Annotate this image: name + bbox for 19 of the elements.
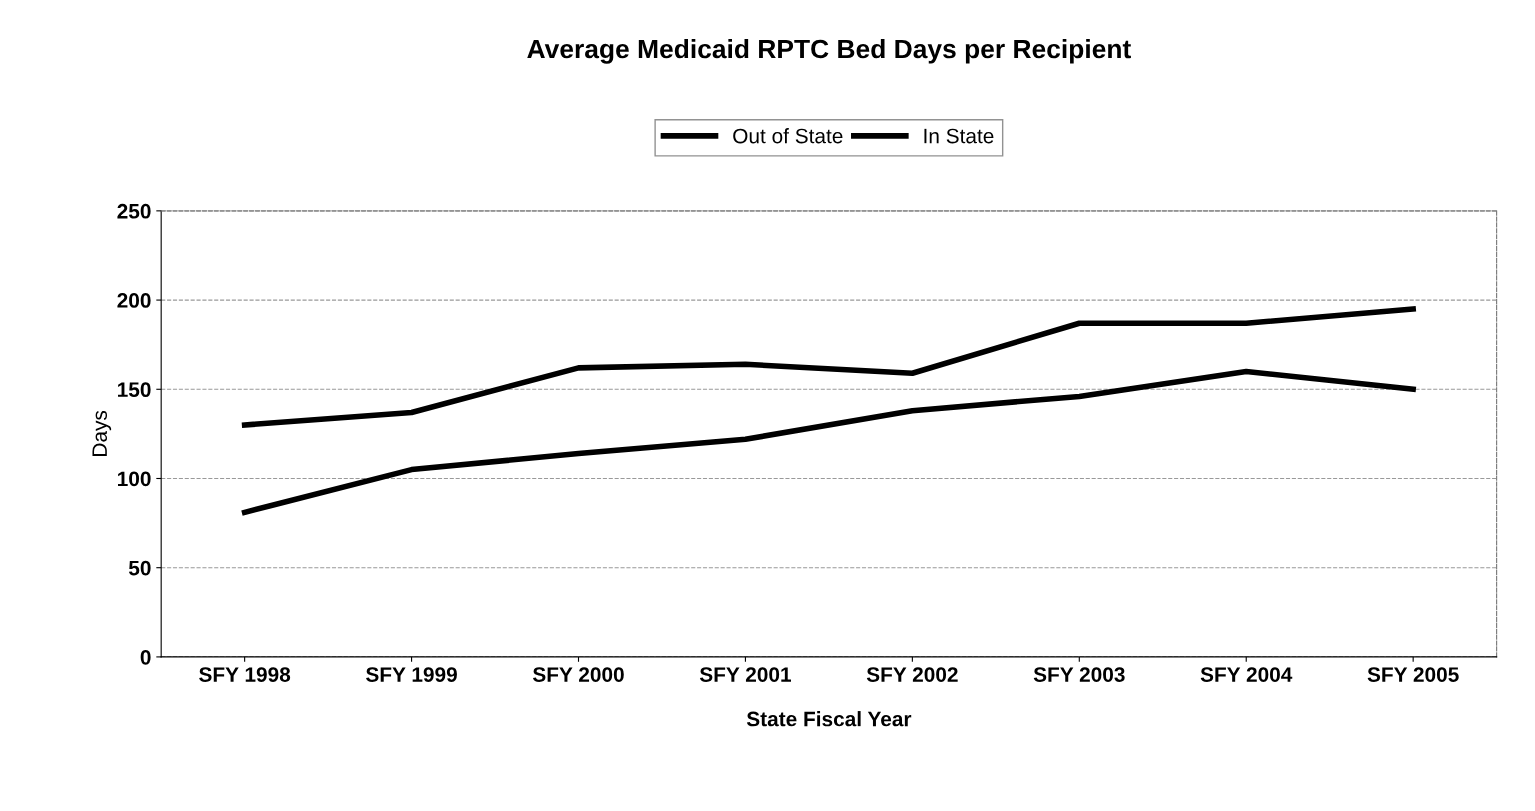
legend-label: In State bbox=[924, 128, 994, 144]
y-tick-label: 150 bbox=[118, 382, 151, 398]
y-tick-label: 0 bbox=[140, 649, 151, 665]
x-axis-title: State Fiscal Year bbox=[746, 711, 912, 727]
y-tick-label: 250 bbox=[117, 203, 151, 219]
x-tick-label: SFY 2000 bbox=[532, 667, 624, 682]
y-tick-label: 100 bbox=[118, 471, 151, 487]
y-axis-title: Days bbox=[92, 410, 112, 456]
y-tick-label: 50 bbox=[128, 560, 151, 576]
x-tick-label: SFY 1999 bbox=[366, 667, 457, 682]
x-tick-label: SFY 2005 bbox=[1367, 667, 1459, 682]
x-tick-label: SFY 2004 bbox=[1200, 667, 1293, 682]
x-tick-label: SFY 2001 bbox=[699, 667, 791, 682]
x-tick-label: SFY 2003 bbox=[1033, 667, 1125, 682]
x-tick-label: SFY 1998 bbox=[199, 667, 291, 682]
chart-title: Average Medicaid RPTC Bed Days per Recipient bbox=[527, 38, 1131, 64]
x-tick-label: SFY 2002 bbox=[866, 667, 958, 682]
legend-label: Out of State bbox=[733, 128, 843, 144]
y-tick-label: 200 bbox=[117, 293, 151, 308]
